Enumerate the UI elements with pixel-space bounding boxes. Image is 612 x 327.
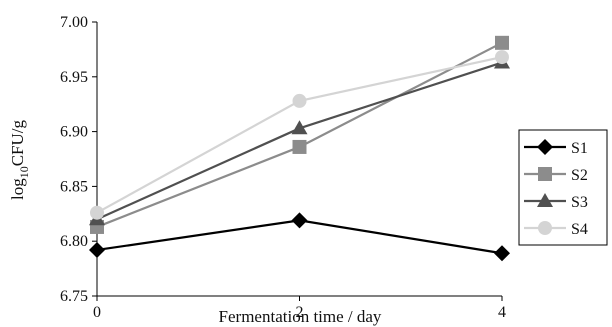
legend-box: [518, 129, 608, 246]
x-axis-label: Fermentation time / day: [219, 307, 382, 326]
y-tick-label: 6.80: [60, 233, 88, 250]
legend-marker-s4: [538, 221, 552, 235]
y-axis-label-suffix: CFU/g: [8, 119, 27, 166]
legend-label-s2: S2: [571, 167, 588, 184]
data-point-s4: [292, 93, 307, 108]
y-tick-label: 6.75: [60, 288, 88, 305]
x-tick-label: 2: [296, 304, 304, 321]
series-group: [89, 35, 510, 262]
data-point-s1: [291, 212, 308, 229]
data-point-s1: [89, 241, 105, 258]
x-tick-label: 4: [498, 304, 506, 321]
data-point-s3: [291, 120, 308, 135]
legend: S1 S2 S3 S4: [518, 129, 608, 246]
data-point-s1: [494, 245, 510, 262]
data-point-s2: [292, 139, 307, 154]
axes: 6.75 6.80 6.85 6.90 6.95 7.00 0 2 4: [60, 14, 506, 321]
data-point-s2: [495, 35, 509, 50]
legend-marker-s1: [537, 139, 553, 155]
x-tick-label: 0: [93, 304, 101, 321]
data-point-s4: [495, 50, 509, 65]
legend-label-s1: S1: [571, 140, 588, 157]
y-axis-label-subscript: 10: [17, 166, 31, 178]
data-point-s4: [90, 205, 104, 220]
y-tick-label: 7.00: [60, 14, 88, 31]
y-tick-label: 6.90: [60, 124, 88, 141]
legend-label-s3: S3: [571, 194, 588, 211]
legend-marker-s3: [537, 193, 553, 207]
legend-label-s4: S4: [571, 221, 588, 238]
y-tick-label: 6.85: [60, 178, 88, 195]
legend-marker-s2: [538, 167, 552, 181]
series-line-s4: [96, 55, 503, 214]
y-axis-label-prefix: log: [8, 178, 27, 200]
y-axis-label: log10CFU/g: [8, 119, 31, 200]
y-tick-label: 6.95: [60, 69, 88, 86]
